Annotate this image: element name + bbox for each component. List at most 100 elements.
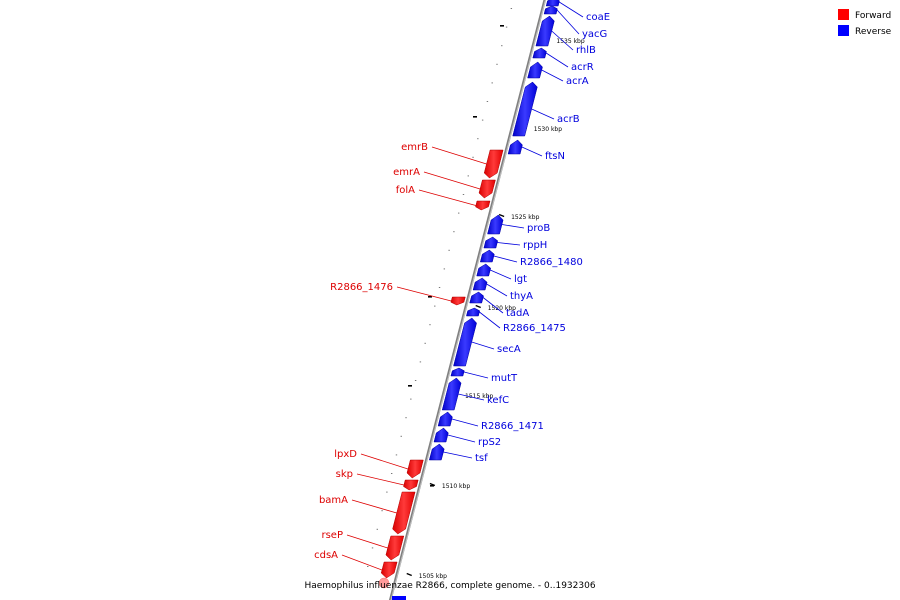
feature-marker	[378, 577, 390, 589]
scale-dot	[457, 212, 460, 214]
gene-ftsN[interactable]	[507, 139, 523, 155]
scale-tick-label: 1525 kbp	[511, 214, 539, 221]
gene-tadA[interactable]	[469, 291, 484, 304]
gene-label-emrB[interactable]: emrB	[401, 142, 428, 153]
gene-R2866_1475[interactable]	[466, 307, 480, 317]
gene-acrR[interactable]	[532, 47, 547, 59]
gene-thyA[interactable]	[472, 277, 488, 291]
gene-label-lgt[interactable]: lgt	[514, 274, 527, 285]
legend-forward-swatch	[838, 9, 849, 20]
scale-dot	[419, 361, 422, 363]
gene-label-R2866_1475[interactable]: R2866_1475	[503, 323, 566, 334]
gene-label-emrA[interactable]: emrA	[393, 167, 420, 178]
gene-tsf[interactable]	[428, 443, 445, 461]
gene-label-folA[interactable]: folA	[396, 185, 415, 196]
scale-dot	[405, 417, 407, 419]
scale-minor-mark	[473, 116, 477, 118]
scale-dot	[386, 491, 388, 493]
scale-dots	[367, 8, 513, 567]
gene-leader-yacG	[556, 9, 580, 35]
gene-leader-proB	[501, 224, 525, 229]
gene-leader-rhlB	[551, 30, 574, 51]
gene-rpS2[interactable]	[433, 427, 449, 443]
gene-leader-R2866_1475	[479, 311, 501, 329]
gene-folA[interactable]	[475, 200, 491, 211]
scale-dot	[505, 26, 508, 28]
gene-label-proB[interactable]: proB	[527, 223, 550, 234]
gene-acrA[interactable]	[527, 61, 543, 79]
gene-label-R2866_1476[interactable]: R2866_1476	[330, 282, 393, 293]
scale-dot	[481, 119, 484, 121]
gene-lgt[interactable]	[476, 263, 491, 277]
scale-dot	[510, 8, 513, 9]
gene-mutT[interactable]	[450, 367, 465, 377]
scale-dot	[429, 324, 431, 326]
scale-dot	[414, 380, 417, 381]
gene-label-tsf[interactable]: tsf	[475, 453, 488, 464]
scale-dot	[467, 175, 469, 177]
scale-dot	[400, 435, 402, 437]
scale-dot	[477, 138, 479, 140]
genome-backbone	[388, 0, 547, 600]
gene-coaE[interactable]	[545, 0, 560, 7]
gene-label-acrB[interactable]: acrB	[557, 114, 580, 125]
gene-label-rpS2[interactable]: rpS2	[478, 437, 501, 448]
gene-label-coaE[interactable]: coaE	[586, 12, 610, 23]
gene-label-skp[interactable]: skp	[336, 469, 353, 480]
gene-skp[interactable]	[403, 479, 419, 491]
gene-label-rppH[interactable]: rppH	[523, 240, 547, 251]
gene-bamA[interactable]	[392, 491, 416, 535]
gene-emrA[interactable]	[478, 179, 496, 199]
scale-tick	[429, 482, 436, 487]
gene-secA[interactable]	[453, 317, 477, 367]
scale-dot	[472, 156, 474, 158]
scale-tick-label: 1505 kbp	[419, 573, 447, 580]
gene-R2866_1476[interactable]	[450, 296, 466, 306]
gene-label-acrA[interactable]: acrA	[566, 76, 589, 87]
gene-label-secA[interactable]: secA	[497, 344, 521, 355]
gene-R2866_1480[interactable]	[479, 249, 495, 263]
gene-leader-R2866_1480	[493, 255, 518, 263]
gene-label-mutT[interactable]: mutT	[491, 373, 518, 384]
scale-dot	[462, 194, 465, 195]
scale-dot	[381, 510, 383, 512]
gene-label-ftsN[interactable]: ftsN	[545, 151, 565, 162]
gene-label-R2866_1471[interactable]: R2866_1471	[481, 421, 544, 432]
gene-label-tadA[interactable]: tadA	[506, 308, 529, 319]
gene-label-lpxD[interactable]: lpxD	[334, 449, 357, 460]
gene-rhlB[interactable]	[535, 15, 555, 47]
gene-lpxD[interactable]	[406, 459, 424, 479]
gene-rseP[interactable]	[385, 535, 405, 561]
gene-label-cdsA[interactable]: cdsA	[314, 550, 338, 561]
gene-leader-rpS2	[447, 434, 476, 443]
legend-forward-label: Forward	[855, 11, 891, 21]
gene-R2866_1471[interactable]	[437, 411, 453, 427]
gene-leader-folA	[418, 189, 476, 206]
gene-rppH[interactable]	[483, 236, 498, 249]
gene-kefC[interactable]	[441, 377, 462, 411]
gene-label-R2866_1480[interactable]: R2866_1480	[520, 257, 583, 268]
gene-proB[interactable]	[487, 214, 504, 235]
gene-label-thyA[interactable]: thyA	[510, 291, 533, 302]
gene-yacG[interactable]	[543, 5, 558, 15]
gene-label-rhlB[interactable]: rhlB	[576, 45, 596, 56]
gene-partial[interactable]	[392, 596, 406, 600]
gene-emrB[interactable]	[483, 149, 504, 179]
scale-tick-label: 1510 kbp	[442, 483, 470, 490]
gene-acrB[interactable]	[512, 81, 538, 137]
scale-dot	[448, 249, 450, 251]
gene-cdsA[interactable]	[380, 561, 398, 579]
gene-label-rseP[interactable]: rseP	[321, 530, 343, 541]
scale-tick-label: 1520 kbp	[488, 305, 516, 312]
gene-label-acrR[interactable]: acrR	[571, 62, 594, 73]
scale-tick-label: 1515 kbp	[465, 393, 493, 400]
gene-label-kefC[interactable]: kefC	[487, 395, 509, 406]
gene-leader-lpxD	[360, 453, 409, 470]
scale-dot	[496, 63, 498, 65]
gene-label-yacG[interactable]: yacG	[582, 29, 607, 40]
scale-minor-mark	[428, 296, 432, 298]
gene-label-bamA[interactable]: bamA	[319, 495, 348, 506]
gene-leader-tadA	[482, 297, 504, 314]
scale-tick	[406, 572, 412, 577]
